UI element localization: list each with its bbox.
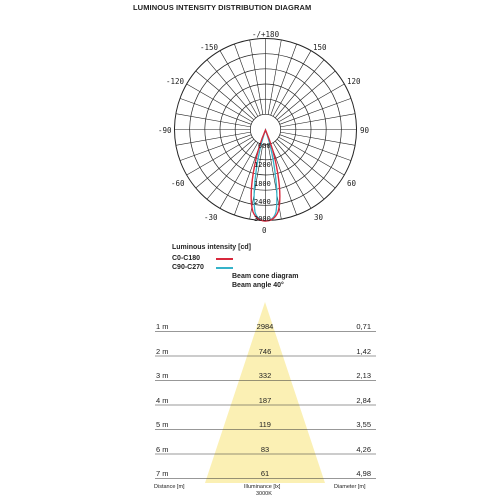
row-distance: 1 m — [156, 322, 169, 331]
legend-item-c90-c270: C90-C270 — [172, 264, 233, 271]
beam-cone-diagram — [155, 302, 376, 483]
beam-cone-title: Beam cone diagram — [232, 273, 299, 280]
ring-label-1800: 1800 — [254, 180, 271, 188]
polar-spoke — [275, 59, 325, 119]
polar-spoke — [272, 142, 312, 209]
polar-spoke — [195, 139, 255, 189]
row-diameter: 4,98 — [356, 469, 371, 478]
angle-label-150: 150 — [313, 43, 327, 52]
distance-lines — [155, 331, 376, 479]
polar-spoke — [195, 70, 255, 120]
polar-grid — [174, 38, 357, 221]
polar-spoke — [234, 143, 261, 216]
row-diameter: 2,13 — [356, 371, 371, 380]
legend-title: Luminous intensity [cd] — [172, 244, 251, 251]
angle-label-minus30: -30 — [204, 213, 218, 222]
row-illuminance: 61 — [260, 469, 270, 478]
curve-c0-c180 — [250, 128, 281, 222]
polar-curves — [250, 128, 281, 222]
row-illuminance: 746 — [258, 346, 272, 356]
polar-spoke — [267, 39, 282, 115]
angle-label-minus90: -90 — [158, 126, 172, 135]
ring-label-2400: 2400 — [254, 198, 271, 206]
polar-spoke — [179, 98, 252, 125]
angle-label-minus120: -120 — [166, 77, 185, 86]
ring-label-600: 600 — [258, 142, 271, 150]
polar-spoke — [279, 98, 352, 125]
diagram-title: LUMINOUS INTENSITY DISTRIBUTION DIAGRAM — [133, 3, 312, 12]
polar-spoke — [234, 43, 261, 116]
polar-spoke — [249, 39, 264, 115]
angle-label-minus60: -60 — [171, 179, 185, 188]
polar-spoke — [270, 143, 297, 216]
row-diameter: 0,71 — [356, 322, 371, 331]
row-diameter: 4,26 — [356, 444, 371, 454]
angle-label-120: 120 — [347, 77, 361, 86]
polar-spoke — [280, 131, 356, 146]
row-illuminance: 187 — [258, 395, 272, 405]
row-distance: 6 m — [156, 444, 169, 454]
polar-spoke — [278, 136, 345, 176]
row-distance: 2 m — [156, 346, 169, 356]
angle-label-0: 0 — [262, 226, 267, 235]
row-diameter: 2,84 — [356, 395, 371, 405]
angle-label-180: -/+180 — [252, 30, 280, 39]
polar-spoke — [186, 83, 253, 123]
footer-illuminance-label: Illuminance [lx] — [244, 484, 281, 490]
legend-item-c0-c180: C0-C180 — [172, 255, 233, 262]
polar-spoke — [276, 139, 336, 189]
beam-angle-label: Beam angle 40° — [232, 282, 284, 289]
polar-spoke — [206, 59, 256, 119]
angle-label-90: 90 — [360, 126, 370, 135]
footer-distance-label: Distance [m] — [154, 484, 185, 490]
row-illuminance: 2984 — [256, 322, 274, 331]
polar-spoke — [278, 83, 345, 123]
row-illuminance: 119 — [259, 420, 271, 429]
legend-swatch-red — [216, 257, 233, 260]
angle-label-minus150: -150 — [200, 43, 219, 52]
row-illuminance: 332 — [258, 371, 272, 380]
polar-spoke — [186, 136, 253, 176]
row-distance: 3 m — [156, 371, 169, 380]
polar-diagram — [174, 38, 357, 222]
polar-spoke — [272, 50, 312, 117]
polar-spoke — [219, 142, 259, 209]
polar-spoke — [206, 140, 256, 200]
legend-label: C90-C270 — [172, 264, 204, 271]
polar-spoke — [275, 140, 325, 200]
polar-spoke — [179, 134, 252, 161]
row-distance: 4 m — [156, 395, 169, 405]
row-distance: 7 m — [156, 469, 169, 478]
row-illuminance: 83 — [260, 444, 270, 454]
polar-spoke — [270, 43, 297, 116]
row-diameter: 3,55 — [356, 420, 371, 429]
beam-cone-shape — [205, 302, 325, 483]
polar-spoke — [280, 113, 356, 128]
angle-label-60: 60 — [347, 179, 357, 188]
row-distance: 5 m — [156, 420, 169, 429]
angle-label-30: 30 — [314, 213, 324, 222]
row-diameter: 1,42 — [356, 346, 371, 356]
ring-label-3000: 3000 — [254, 215, 271, 223]
legend-label: C0-C180 — [172, 255, 201, 262]
footer-diameter-label: Diameter [m] — [334, 484, 366, 490]
polar-spoke — [175, 131, 251, 146]
legend-swatch-cyan — [216, 266, 233, 269]
polar-spoke — [276, 70, 336, 120]
polar-spoke — [279, 134, 352, 161]
polar-spoke — [219, 50, 259, 117]
polar-spoke — [175, 113, 251, 128]
footer-cct-label: 3000K — [256, 491, 272, 497]
ring-label-1200: 1200 — [254, 161, 271, 169]
